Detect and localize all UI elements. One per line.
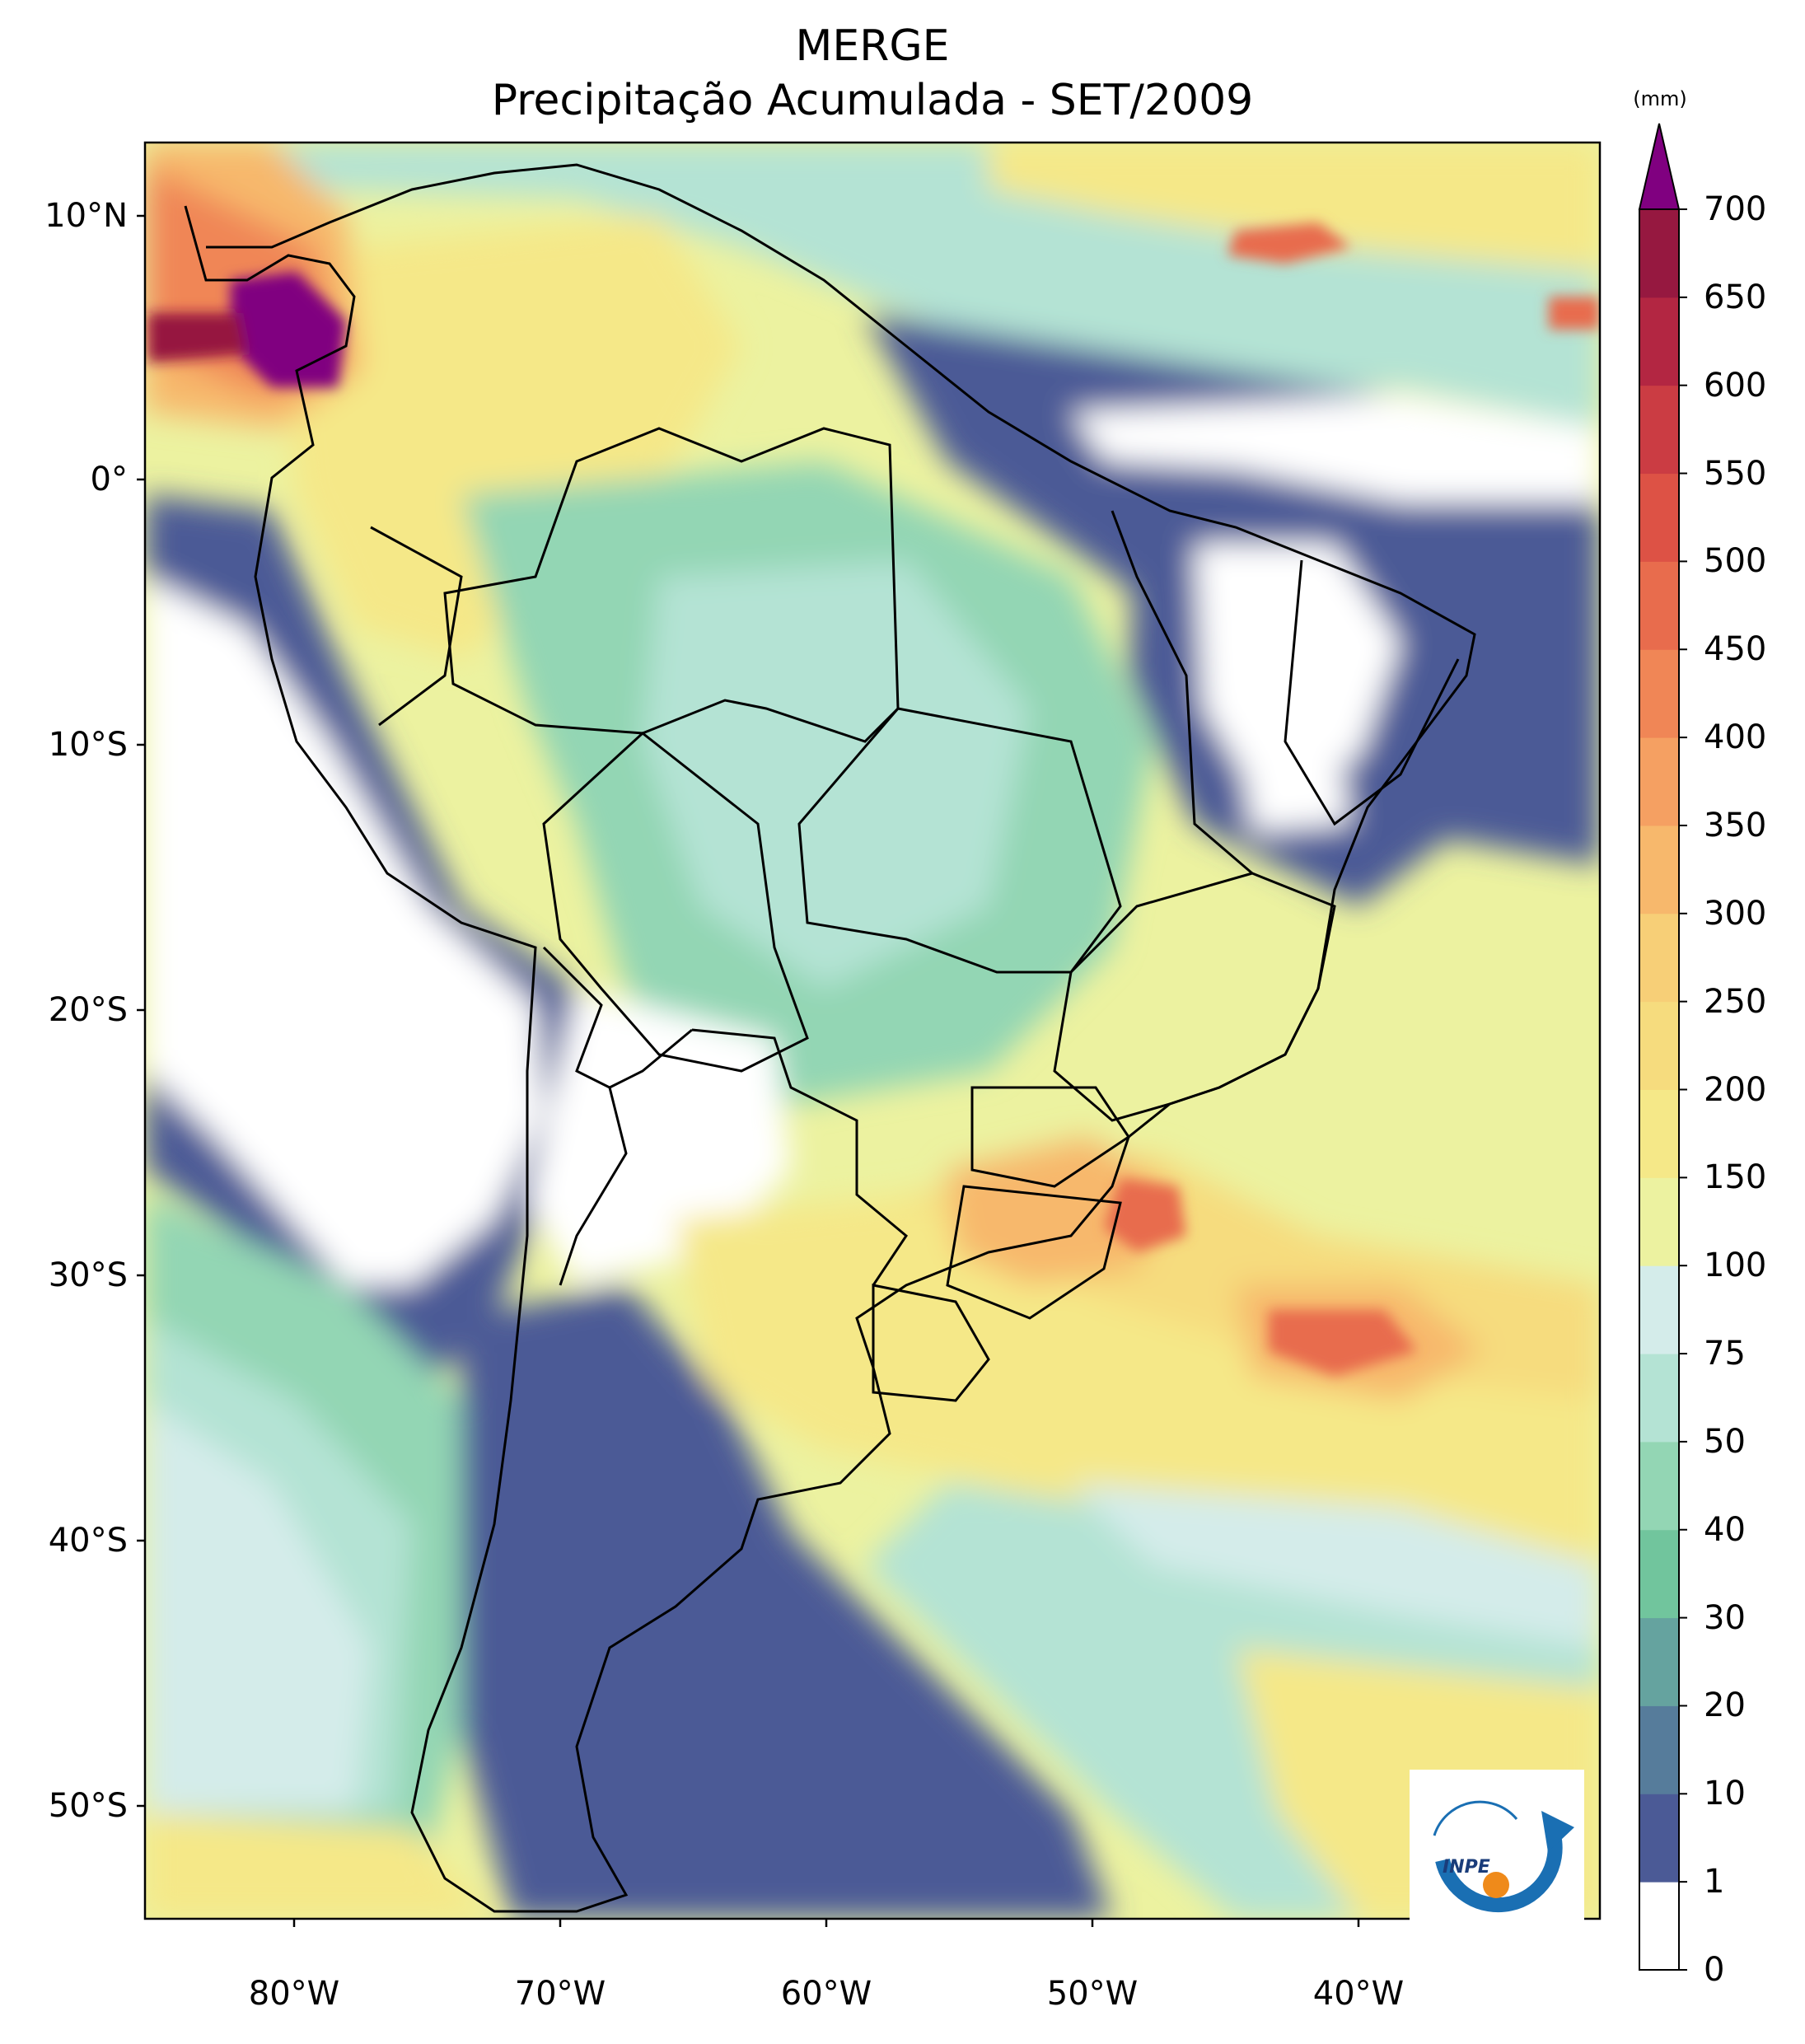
colorbar-tick-label: 75: [1704, 1335, 1746, 1373]
inpe-logo: INPE: [1410, 1770, 1584, 1944]
colorbar-swatch: [1639, 1001, 1679, 1090]
colorbar-tick-label: 30: [1704, 1598, 1746, 1637]
colorbar-tick-label: 20: [1704, 1686, 1746, 1725]
colorbar-tick-label: 50: [1704, 1422, 1746, 1461]
colorbar-tick-label: 40: [1704, 1510, 1746, 1549]
colorbar-tick-label: 150: [1704, 1158, 1767, 1197]
colorbar-swatch: [1639, 1089, 1679, 1178]
precip-field: [145, 143, 1600, 1919]
colorbar-swatch: [1639, 1441, 1679, 1531]
x-tick-label: 50°W: [1046, 1975, 1139, 2013]
colorbar-tick-label: 650: [1704, 278, 1767, 316]
colorbar-swatch: [1639, 1529, 1679, 1619]
colorbar-tick-label: 1: [1704, 1863, 1725, 1901]
coastlines: [184, 163, 1476, 1913]
colorbar-swatch: [1639, 649, 1679, 738]
colorbar-swatch: [1639, 1354, 1679, 1443]
colorbar-tick-label: 300: [1704, 894, 1767, 933]
y-tick-label: 30°S: [48, 1256, 128, 1294]
axis-ticks: [137, 214, 1360, 1927]
colorbar-tick-label: 400: [1704, 718, 1767, 757]
colorbar-tick-label: 600: [1704, 366, 1767, 405]
y-tick-label: 20°S: [48, 991, 128, 1029]
colorbar-tick-label: 100: [1704, 1247, 1767, 1285]
colorbar-swatch: [1639, 1617, 1679, 1706]
colorbar-swatch: [1639, 1265, 1679, 1354]
x-tick-label: 70°W: [514, 1975, 606, 2013]
colorbar-swatch: [1639, 561, 1679, 650]
x-tick-label: 60°W: [780, 1975, 872, 2013]
x-tick-label: 40°W: [1312, 1975, 1405, 2013]
colorbar-tick-label: 550: [1704, 454, 1767, 493]
colorbar-tick-label: 200: [1704, 1070, 1767, 1109]
svg-text:INPE: INPE: [1443, 1857, 1490, 1878]
colorbar-swatch: [1639, 297, 1679, 386]
x-tick-label: 80°W: [248, 1975, 340, 2013]
map-plot-area: [145, 143, 1600, 1919]
plot-frame: [143, 141, 1602, 1920]
colorbar-swatch: [1639, 913, 1679, 1003]
precip-peaks: [148, 222, 1600, 1376]
y-tick-label: 10°S: [48, 726, 128, 764]
colorbar-tick-label: 10: [1704, 1775, 1746, 1813]
colorbar-swatch: [1639, 1794, 1679, 1883]
colorbar-swatch: [1639, 473, 1679, 562]
y-tick-label: 0°: [90, 461, 128, 498]
colorbar-swatch: [1639, 825, 1679, 914]
colorbar-tick-label: 450: [1704, 630, 1767, 669]
y-tick-label: 50°S: [48, 1787, 128, 1825]
colorbar-swatch: [1639, 1882, 1679, 1971]
colorbar-tick-label: 500: [1704, 542, 1767, 581]
colorbar-tick-label: 350: [1704, 806, 1767, 844]
colorbar-tick-label: 0: [1704, 1951, 1725, 1989]
colorbar-extend-arrow: [1638, 123, 1681, 210]
colorbar-swatch: [1639, 209, 1679, 298]
title-line-1: MERGE: [795, 21, 950, 71]
y-tick-label: 40°S: [48, 1522, 128, 1560]
y-tick-label: 10°N: [44, 197, 128, 235]
colorbar-swatch: [1639, 1177, 1679, 1266]
colorbar-swatch: [1639, 1705, 1679, 1794]
colorbar-swatch: [1639, 737, 1679, 826]
colorbar-unit-label: (mm): [1633, 87, 1687, 110]
inpe-logo-icon: INPE: [1433, 1800, 1574, 1913]
colorbar-swatch: [1639, 385, 1679, 475]
colorbar-tick-label: 250: [1704, 982, 1767, 1021]
title-line-2: Precipitação Acumulada - SET/2009: [491, 76, 1254, 125]
colorbar-tick-label: 700: [1704, 190, 1767, 228]
colorbar: [1638, 123, 1687, 1971]
